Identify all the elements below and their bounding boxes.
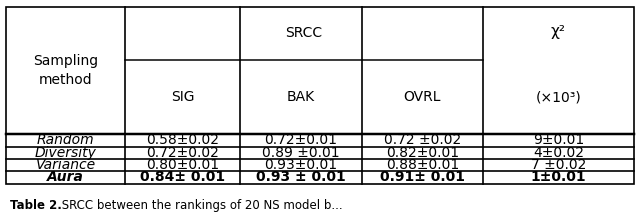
- Text: 0.91± 0.01: 0.91± 0.01: [380, 170, 465, 185]
- Text: 1±0.01: 1±0.01: [531, 170, 586, 185]
- Text: 0.80±0.01: 0.80±0.01: [146, 158, 219, 172]
- Text: Aura: Aura: [47, 170, 84, 185]
- Text: 0.84± 0.01: 0.84± 0.01: [140, 170, 225, 185]
- Bar: [6, 7, 634, 184]
- Text: χ²: χ²: [551, 24, 566, 39]
- Text: 0.82±0.01: 0.82±0.01: [386, 146, 459, 160]
- Text: 0.93 ± 0.01: 0.93 ± 0.01: [256, 170, 346, 185]
- Text: Variance: Variance: [36, 158, 95, 172]
- Text: Random: Random: [36, 133, 95, 147]
- Text: 0.88±0.01: 0.88±0.01: [386, 158, 459, 172]
- Text: 0.72±0.01: 0.72±0.01: [264, 133, 337, 147]
- Text: BAK: BAK: [287, 90, 315, 104]
- Text: OVRL: OVRL: [404, 90, 441, 104]
- Text: 0.72 ±0.02: 0.72 ±0.02: [384, 133, 461, 147]
- Text: 0.89 ±0.01: 0.89 ±0.01: [262, 146, 340, 160]
- Text: SRCC between the rankings of 20 NS model b...: SRCC between the rankings of 20 NS model…: [58, 199, 342, 212]
- Text: Sampling
method: Sampling method: [33, 54, 98, 87]
- Text: SRCC: SRCC: [285, 26, 323, 41]
- Text: Table 2.: Table 2.: [10, 199, 61, 212]
- Text: (×10³): (×10³): [536, 90, 581, 104]
- Text: 0.93±0.01: 0.93±0.01: [264, 158, 337, 172]
- Text: 7 ±0.02: 7 ±0.02: [531, 158, 586, 172]
- Text: 4±0.02: 4±0.02: [533, 146, 584, 160]
- Text: 0.72±0.02: 0.72±0.02: [146, 146, 219, 160]
- Text: 9±0.01: 9±0.01: [532, 133, 584, 147]
- Text: Diversity: Diversity: [35, 146, 97, 160]
- Text: 0.58±0.02: 0.58±0.02: [146, 133, 219, 147]
- Text: SIG: SIG: [171, 90, 194, 104]
